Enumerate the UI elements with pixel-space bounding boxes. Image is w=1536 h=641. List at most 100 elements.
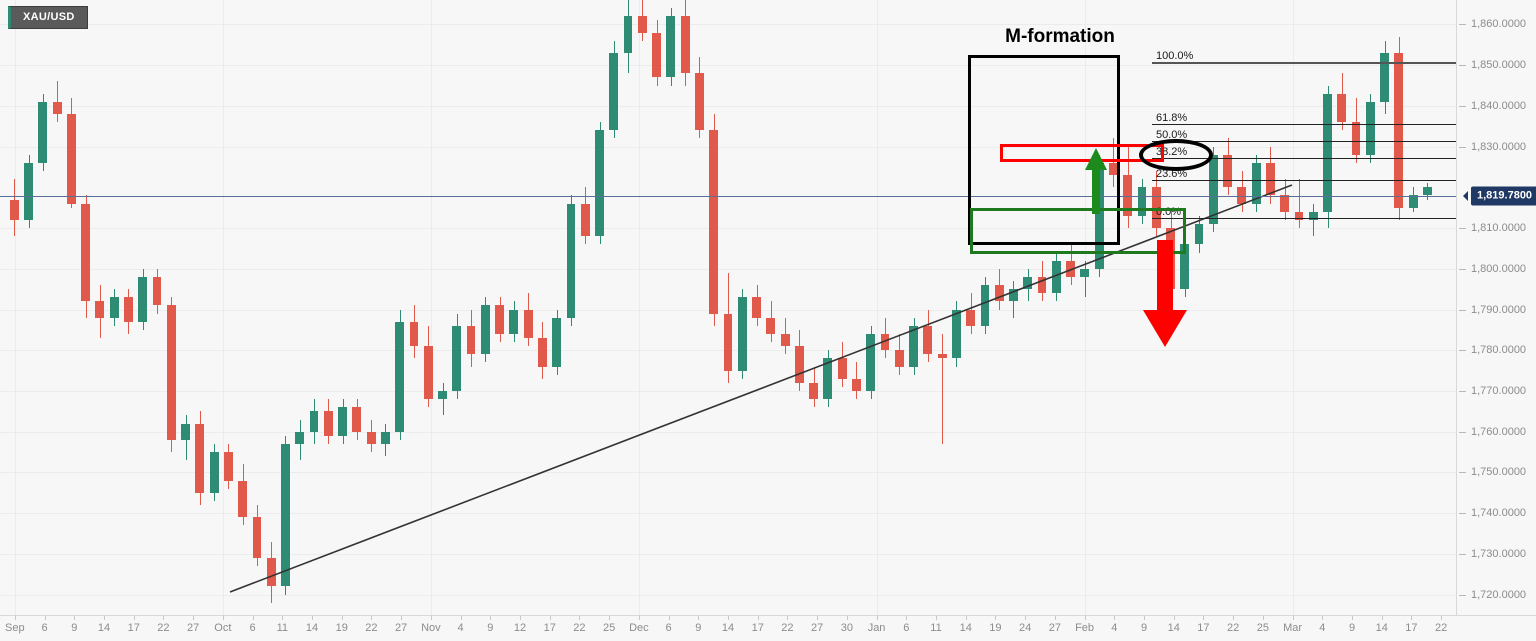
candle-body (737, 297, 747, 371)
price-axis-tick (1459, 594, 1466, 596)
date-axis-label: 4 (457, 622, 464, 634)
candle-body (909, 325, 918, 367)
candle-body (552, 317, 562, 367)
candle-body (1251, 162, 1261, 204)
candle-body (281, 443, 290, 587)
price-axis-label: 1,730.0000 (1471, 547, 1527, 560)
price-axis-label: 1,840.0000 (1471, 99, 1527, 112)
candle-body (1351, 122, 1361, 155)
candle-body (1280, 195, 1290, 212)
candle-body (1423, 187, 1432, 196)
price-axis-label: 1,750.0000 (1471, 466, 1527, 479)
candle-wick (942, 333, 943, 444)
price-axis-label: 1,810.0000 (1471, 222, 1527, 235)
gridline-horizontal (0, 24, 1456, 26)
price-axis-label: 1,860.0000 (1471, 18, 1527, 31)
candle-wick (1299, 179, 1300, 229)
candle-body (994, 285, 1004, 302)
candle-body (166, 305, 176, 440)
fibonacci-label: 50.0% (1156, 129, 1188, 141)
candle-wick (1085, 260, 1086, 298)
price-axis-tick (1459, 472, 1466, 474)
date-axis[interactable]: Sep 6 9 14 17 22 27 Oct 6 11 14 19 22 27 Nov 4 9 12 17 22 25… (0, 615, 1536, 641)
date-axis-label: 6 (665, 622, 672, 634)
candle-body (252, 517, 262, 558)
date-axis-label: Oct (214, 622, 232, 634)
date-axis-label: 17 (543, 622, 556, 634)
candle-body (9, 199, 19, 220)
gridline-vertical (430, 0, 432, 615)
candle-body (923, 325, 933, 355)
date-axis-tick (1144, 616, 1145, 620)
date-axis-tick (1322, 616, 1324, 620)
date-axis-tick (906, 616, 908, 620)
date-axis-tick (579, 616, 581, 620)
candle-body (238, 480, 248, 518)
gridline-vertical (14, 0, 16, 615)
date-axis-tick (133, 616, 135, 620)
date-axis-tick (1262, 616, 1264, 620)
candle-body (423, 346, 433, 400)
date-axis-label: 17 (1197, 622, 1210, 634)
price-axis-tick (1459, 146, 1466, 148)
date-axis-tick (995, 616, 997, 620)
date-axis-tick (609, 616, 611, 620)
candle-body (395, 321, 405, 432)
gridline-vertical (638, 0, 640, 615)
candle-body (566, 203, 576, 318)
gridline-horizontal (0, 513, 1456, 515)
date-axis-label: 6 (41, 622, 48, 634)
candle-body (295, 431, 305, 444)
candle-body (595, 130, 604, 237)
date-axis-label: 9 (1140, 622, 1148, 634)
candle-body (1108, 162, 1118, 176)
candle-body (1208, 154, 1218, 224)
candle-body (1066, 260, 1075, 277)
candle-body (1294, 211, 1304, 220)
date-axis-tick (371, 616, 373, 620)
gridline-vertical (1292, 0, 1294, 615)
date-axis-tick (965, 616, 967, 620)
candle-body (480, 305, 490, 355)
date-axis-label: 9 (1348, 622, 1356, 634)
candle-body (138, 276, 148, 322)
candle-body (380, 431, 390, 444)
date-axis-tick (876, 616, 878, 620)
candle-body (680, 16, 690, 74)
gridline-horizontal (0, 228, 1456, 230)
candle-body (95, 301, 105, 318)
date-axis-tick (104, 616, 105, 620)
candle-body (980, 285, 990, 326)
candle-body (438, 390, 447, 400)
date-axis-label: 27 (395, 622, 408, 634)
candle-wick (1313, 203, 1314, 237)
candle-body (1337, 93, 1347, 123)
fibonacci-line (1152, 218, 1456, 219)
date-axis-label: 14 (1375, 622, 1388, 634)
candle-body (338, 407, 347, 436)
candle-body (538, 338, 547, 367)
candle-body (1323, 93, 1332, 212)
date-axis-tick (1292, 616, 1294, 620)
candle-body (452, 325, 462, 391)
gridline-vertical (222, 0, 224, 615)
symbol-badge[interactable]: XAU/USD (8, 6, 88, 29)
date-axis-label: 12 (513, 622, 527, 634)
price-axis[interactable]: 1,860.0000 1,850.0000 1,840.0000 1,830.0000… (1456, 0, 1536, 615)
date-axis-label: 14 (959, 622, 972, 634)
date-axis-label: Jan (867, 622, 886, 634)
date-axis-label: 27 (1048, 622, 1061, 634)
up-arrow-green (1085, 148, 1107, 214)
price-axis-tick (1459, 309, 1466, 311)
date-axis-label: 17 (1405, 622, 1418, 634)
plot-area[interactable]: 100.0% 61.8% 50.0% 38.2% 23.6% 0.0% M-formati… (0, 0, 1456, 615)
date-axis-label: 22 (1227, 622, 1240, 634)
candle-body (523, 309, 533, 339)
date-axis-label: 22 (1435, 622, 1448, 634)
candle-body (823, 358, 833, 400)
candle-body (509, 309, 519, 334)
date-axis-tick (1084, 616, 1086, 620)
date-axis-tick (282, 616, 284, 620)
m-formation-label: M-formation (1005, 26, 1115, 47)
